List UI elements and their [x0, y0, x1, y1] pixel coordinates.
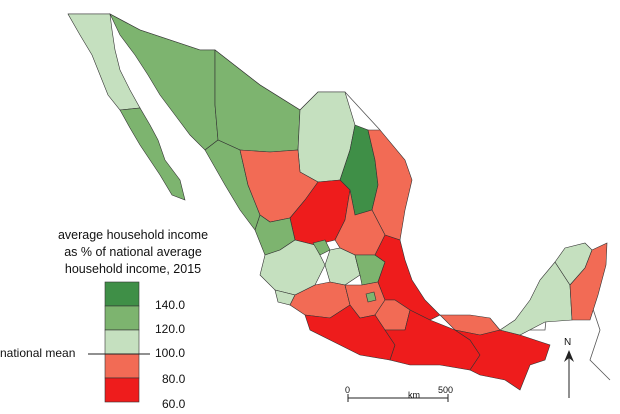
legend-title-line-1: average household income [57, 228, 209, 242]
north-arrow-icon [564, 350, 574, 398]
state-cdmx [365, 291, 377, 303]
legend-box-light-green [104, 329, 140, 355]
legend-tick-60: 60.0 [162, 397, 186, 411]
scale-end-label: 500 [438, 385, 454, 395]
legend-box-salmon [104, 353, 140, 379]
state-jalisco [259, 239, 326, 296]
legend-color-boxes [88, 281, 150, 403]
north-label: N [564, 337, 572, 348]
scale-start-label: 0 [345, 385, 351, 395]
national-mean-label: national mean [0, 346, 76, 360]
legend-tick-120: 120.0 [155, 322, 186, 336]
legend-box-red [104, 377, 140, 403]
legend-title-line-2: as % of national average [64, 245, 202, 259]
state-quintana-roo [569, 242, 608, 321]
state-sonora [109, 13, 219, 151]
scale-bar [347, 394, 449, 402]
legend-tick-80: 80.0 [162, 372, 186, 386]
legend-tick-100: 100.0 [155, 346, 186, 360]
scale-unit-label: km [408, 390, 420, 400]
state-baja-california-sur [119, 107, 186, 201]
legend-box-mid-green [104, 305, 140, 331]
state-campeche [499, 261, 573, 336]
state-chihuahua [214, 49, 301, 153]
legend-tick-140: 140.0 [155, 298, 186, 312]
legend-title-line-3: household income, 2015 [64, 262, 202, 276]
legend-box-dark-green [104, 281, 140, 307]
